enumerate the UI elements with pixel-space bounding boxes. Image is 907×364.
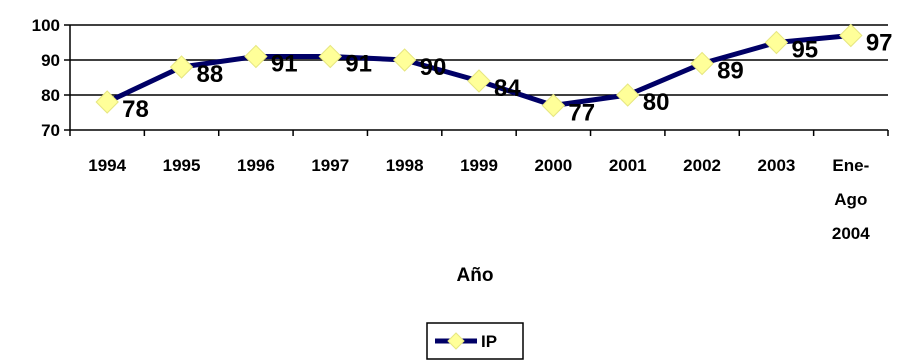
data-point-marker — [541, 93, 566, 118]
data-label: 90 — [420, 54, 447, 81]
data-label: 91 — [345, 51, 372, 78]
x-tick-label: 2002 — [683, 156, 721, 175]
y-tick-label: 70 — [41, 121, 60, 140]
data-label: 84 — [494, 75, 521, 102]
data-point-marker — [764, 30, 789, 55]
x-tick-label: 2000 — [534, 156, 572, 175]
x-tick-label: Ene- — [832, 156, 869, 175]
legend-label-ip: IP — [481, 332, 497, 351]
x-tick-label: 2003 — [758, 156, 796, 175]
y-tick-label: 80 — [41, 86, 60, 105]
data-label: 88 — [197, 61, 224, 88]
data-label: 78 — [122, 96, 149, 123]
data-label: 91 — [271, 51, 298, 78]
x-tick-label: 1998 — [386, 156, 424, 175]
series-ip — [95, 23, 863, 118]
data-labels: 78 88 91 91 90 84 77 80 89 95 97 — [122, 30, 892, 127]
data-point-marker — [839, 23, 863, 48]
legend-marker-swatch — [447, 332, 465, 350]
x-tick-label: 2001 — [609, 156, 647, 175]
x-tick-label: Ago — [834, 190, 867, 209]
data-point-marker — [318, 44, 342, 69]
data-point-marker — [95, 90, 119, 114]
data-point-marker — [616, 83, 640, 107]
axes — [69, 25, 888, 131]
data-point-marker — [244, 44, 268, 69]
x-tick-label: 1997 — [311, 156, 349, 175]
legend: IP — [426, 322, 524, 360]
data-point-marker — [169, 55, 194, 79]
x-tick-label: 1999 — [460, 156, 498, 175]
x-tick-label: 1996 — [237, 156, 275, 175]
x-tick-label: 1995 — [163, 156, 201, 175]
data-label: 97 — [866, 30, 893, 57]
x-axis-title: Año — [457, 265, 494, 286]
data-point-marker — [690, 51, 714, 76]
y-axis-ticks: 70 80 90 100 — [32, 16, 70, 140]
x-tick-label: 1994 — [88, 156, 126, 175]
y-tick-label: 90 — [41, 51, 60, 70]
x-tick-label: 2004 — [832, 224, 870, 243]
y-tick-label: 100 — [32, 16, 60, 35]
data-label: 89 — [717, 58, 744, 85]
data-point-marker — [467, 69, 491, 93]
gridlines — [70, 24, 888, 96]
x-axis-ticks: 1994 1995 1996 1997 1998 1999 2000 2001 2002 2003… — [69, 130, 889, 243]
data-label: 80 — [643, 89, 670, 116]
data-label: 95 — [791, 37, 818, 64]
data-point-marker — [392, 48, 417, 72]
data-label: 77 — [568, 100, 595, 127]
